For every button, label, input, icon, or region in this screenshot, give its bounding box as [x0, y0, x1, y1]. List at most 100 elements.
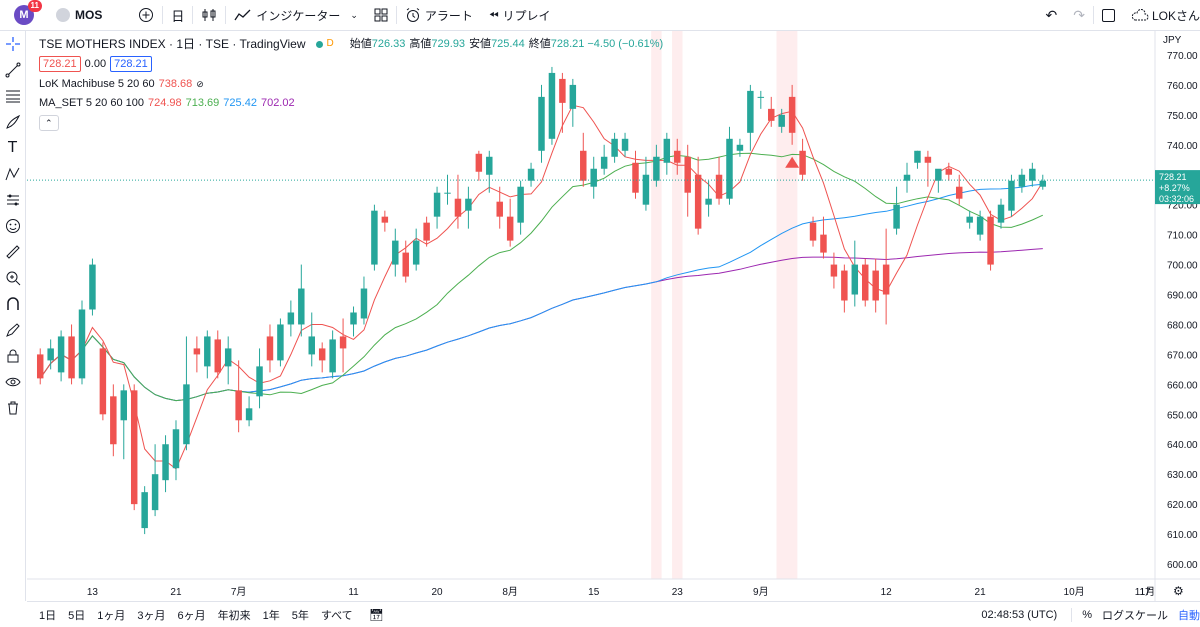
candle-body [381, 216, 389, 223]
buy-price-box[interactable]: 728.21 [110, 56, 152, 72]
compare-button[interactable] [130, 0, 162, 31]
candle-body [768, 108, 775, 121]
visibility-tool[interactable] [0, 369, 25, 395]
candle-body [1039, 180, 1047, 187]
text-tool[interactable]: T [0, 135, 25, 161]
user-menu[interactable]: M 11 [0, 0, 42, 31]
last-price-label: 728.21 [1159, 172, 1187, 182]
signal-triangle [785, 156, 800, 168]
candle-body [987, 216, 994, 265]
y-tick-label: 600.00 [1167, 560, 1198, 571]
ma100-line [39, 248, 1043, 402]
undo-button[interactable]: ↶ [1038, 0, 1066, 31]
replay-button[interactable]: ⏪︎ リプレイ [481, 0, 559, 31]
y-tick-label: 620.00 [1167, 500, 1198, 511]
collapse-legend-button[interactable]: ⌃ [39, 115, 59, 131]
candle-body [151, 474, 159, 511]
range-button[interactable]: 1日 [39, 609, 57, 622]
fullscreen-button[interactable] [1094, 0, 1123, 31]
alert-button[interactable]: アラート [397, 0, 481, 31]
save-cloud-button[interactable]: LOKさん [1123, 0, 1200, 31]
delete-tool[interactable] [0, 395, 25, 421]
ohlc-key: 終値 [528, 38, 551, 50]
top-toolbar: M 11 MOS 日 インジケーター ⌄ アラート ⏪︎ リプレイ ↶ ↷ LOK… [0, 0, 1200, 31]
log-scale-toggle[interactable]: ログスケール [1102, 609, 1168, 622]
avatar[interactable]: M 11 [14, 0, 42, 25]
redo-button[interactable]: ↷ [1065, 0, 1093, 31]
icon-tool[interactable] [0, 213, 25, 239]
candle-body [475, 153, 483, 172]
pattern-tool[interactable] [0, 161, 25, 187]
ohlc-values: 始値726.33 高値729.93 安値725.44 終値728.21 [350, 37, 585, 51]
lock-drawing-tool[interactable] [0, 317, 25, 343]
y-tick-label: 630.00 [1167, 470, 1198, 481]
brush-tool[interactable] [0, 109, 25, 135]
candle-body [935, 168, 942, 181]
interval-button[interactable]: 日 [171, 8, 185, 24]
price-chart[interactable]: JPY770.00760.00750.00740.00730.00720.007… [27, 31, 1200, 601]
crosshair-icon [5, 37, 20, 51]
fib-tool[interactable] [0, 83, 25, 109]
candle-body [632, 162, 639, 193]
y-tick-label: 700.00 [1167, 261, 1198, 272]
rewind-icon: ⏪︎ [488, 7, 499, 22]
candle-body [559, 78, 566, 103]
clock-time[interactable]: 02:48:53 (UTC) [981, 608, 1058, 621]
ohlc-value: 728.21 [550, 38, 585, 50]
range-button[interactable]: 1年 [262, 609, 280, 622]
percent-toggle[interactable]: % [1082, 608, 1092, 621]
range-button[interactable]: 1ヶ月 [97, 609, 126, 622]
candle-body [245, 408, 253, 421]
sell-price-box[interactable]: 728.21 [39, 56, 81, 72]
candle-body [663, 138, 671, 163]
candle-body [715, 174, 723, 199]
candle-body [517, 186, 524, 223]
range-button[interactable]: 5年 [291, 609, 309, 622]
layout-button[interactable] [366, 0, 396, 31]
last-price-label-box [1155, 170, 1200, 205]
measure-tool[interactable] [0, 239, 25, 265]
d-badge: D [326, 38, 334, 49]
user-name: LOKさん [1151, 8, 1200, 23]
ma100-value: 702.02 [260, 97, 295, 109]
candle-body [318, 348, 326, 361]
candle-body [57, 336, 65, 373]
candle-body [506, 216, 514, 241]
indicators-button[interactable]: インジケーター ⌄ [226, 0, 366, 31]
range-button[interactable]: すべて [320, 609, 353, 622]
candle-body [433, 192, 441, 217]
y-tick-label: 720.00 [1167, 201, 1198, 212]
candle-body [162, 444, 169, 481]
prediction-tool[interactable] [0, 187, 25, 213]
crosshair-tool[interactable] [0, 31, 25, 57]
magnet-tool[interactable] [0, 291, 25, 317]
candle-body [266, 336, 274, 361]
range-button[interactable]: 3ヶ月 [137, 609, 166, 622]
chart-area[interactable]: JPY770.00760.00750.00740.00730.00720.007… [27, 31, 1200, 601]
indicator2-name: MA_SET 5 20 60 100 [39, 97, 144, 109]
symbol-icon [56, 8, 70, 22]
range-button[interactable]: 6ヶ月 [177, 609, 206, 622]
ma20-value: 713.69 [185, 97, 220, 109]
candle-body [454, 198, 462, 217]
prediction-icon [6, 194, 19, 206]
y-tick-label: 770.00 [1167, 51, 1198, 62]
trendline-tool[interactable] [0, 57, 25, 83]
range-button[interactable]: 年初来 [217, 609, 251, 622]
grid-icon [374, 8, 388, 22]
candle-body [778, 114, 785, 127]
highlight-band [651, 31, 662, 579]
ohlc-value: 725.44 [491, 38, 525, 50]
candle-body [621, 138, 629, 151]
ruler-icon [5, 245, 20, 259]
candle-body [371, 210, 378, 265]
auto-scale-toggle[interactable]: 自動 [1178, 609, 1200, 622]
chart-type-button[interactable] [193, 0, 225, 31]
range-button[interactable]: 5日 [68, 609, 86, 622]
calendar-range-icon[interactable]: 📅︎ [368, 607, 384, 622]
lock-tool[interactable] [0, 343, 25, 369]
symbol-search[interactable]: MOS [42, 0, 110, 31]
zoom-tool[interactable] [0, 265, 25, 291]
candle-body [590, 168, 597, 187]
legend-title: TSE MOTHERS INDEX · 1日 · TSE · TradingVi… [39, 37, 306, 51]
